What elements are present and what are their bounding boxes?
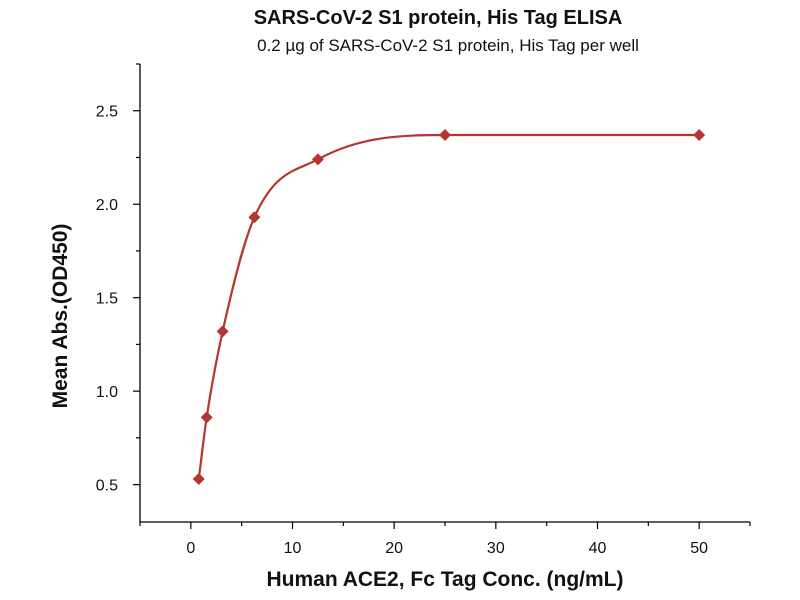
x-tick-label: 10 bbox=[284, 540, 302, 557]
y-tick-label: 2.0 bbox=[96, 197, 118, 214]
y-tick-label: 1.5 bbox=[96, 291, 118, 308]
chart-title: SARS-CoV-2 S1 protein, His Tag ELISA bbox=[254, 7, 623, 29]
y-tick-label: 0.5 bbox=[96, 478, 118, 495]
data-point-6 bbox=[693, 129, 706, 142]
data-point-2 bbox=[216, 325, 229, 338]
fit-curve bbox=[197, 133, 700, 480]
y-ticks: 0.5 1.0 1.5 2.0 2.5 bbox=[96, 63, 140, 495]
data-point-4 bbox=[311, 153, 324, 166]
x-tick-label: 50 bbox=[690, 540, 708, 557]
x-ticks: 0 10 20 30 40 50 bbox=[139, 522, 751, 557]
data-point-1 bbox=[200, 411, 213, 424]
chart-subtitle: 0.2 µg of SARS-CoV-2 S1 protein, His Tag… bbox=[257, 36, 639, 55]
y-tick-label: 1.0 bbox=[96, 384, 118, 401]
x-tick-label: 0 bbox=[186, 540, 195, 557]
x-axis-title: Human ACE2, Fc Tag Conc. (ng/mL) bbox=[266, 568, 623, 591]
y-axis-title: Mean Abs.(OD450) bbox=[49, 224, 72, 409]
data-point-5 bbox=[439, 129, 451, 142]
y-tick-label: 2.5 bbox=[96, 104, 118, 121]
data-point-0 bbox=[192, 473, 205, 486]
x-tick-label: 20 bbox=[385, 540, 403, 557]
data-point-3 bbox=[248, 211, 261, 224]
data-points bbox=[192, 129, 706, 486]
x-tick-label: 40 bbox=[589, 540, 607, 557]
x-tick-label: 30 bbox=[487, 540, 505, 557]
